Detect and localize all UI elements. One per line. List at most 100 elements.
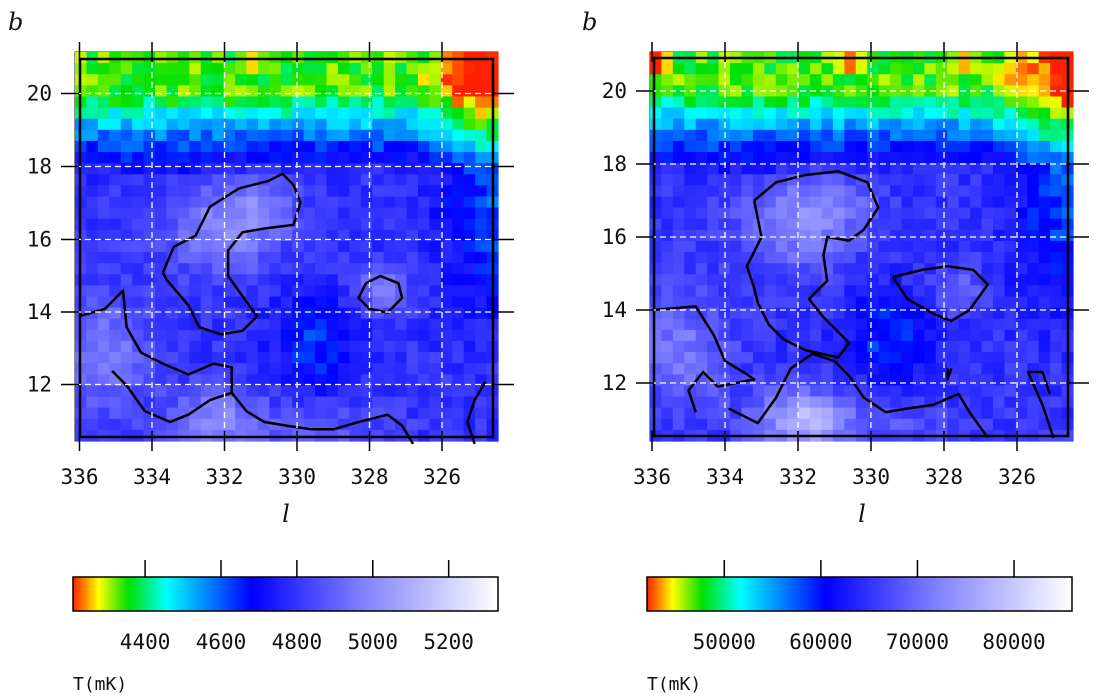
map-cell: [303, 407, 316, 420]
map-cell: [775, 285, 788, 298]
map-cell: [901, 185, 914, 198]
map-cell: [855, 129, 868, 142]
map-cell: [155, 363, 168, 375]
map-cell: [223, 174, 236, 186]
map-cell: [924, 352, 937, 364]
map-cell: [349, 352, 362, 364]
map-cell: [246, 263, 259, 275]
map-cell: [303, 307, 316, 320]
map-cell: [132, 385, 145, 398]
map-cell: [360, 407, 373, 420]
map-cell: [1038, 263, 1051, 275]
temperature-map: [649, 51, 1074, 442]
map-cell: [235, 118, 248, 131]
map-cell: [166, 207, 179, 220]
map-cell: [707, 374, 720, 387]
map-cell: [810, 396, 823, 409]
y-tick-label: 14: [602, 298, 627, 322]
map-cell: [86, 418, 99, 431]
map-cell: [1038, 307, 1051, 320]
map-cell: [1027, 252, 1040, 264]
map-cell: [684, 74, 697, 86]
map-cell: [120, 396, 133, 409]
map-cell: [981, 107, 994, 120]
map-cell: [269, 240, 282, 253]
map-cell: [890, 263, 903, 275]
map-cell: [832, 385, 845, 398]
map-cell: [1027, 96, 1040, 109]
map-cell: [200, 63, 213, 75]
map-cell: [1015, 174, 1028, 186]
map-cell: [821, 152, 834, 164]
map-cell: [212, 63, 225, 75]
map-cell: [177, 140, 190, 153]
map-cell: [821, 185, 834, 198]
map-cell: [707, 407, 720, 420]
map-cell: [867, 240, 880, 253]
map-cell: [143, 207, 156, 220]
map-cell: [257, 196, 270, 209]
map-cell: [947, 418, 960, 431]
map-cell: [280, 374, 293, 387]
map-cell: [475, 374, 488, 387]
map-cell: [695, 107, 708, 120]
map-cell: [143, 140, 156, 153]
map-cell: [1015, 118, 1028, 131]
map-cell: [360, 329, 373, 342]
map-cell: [349, 296, 362, 309]
map-cell: [463, 352, 476, 364]
map-cell: [730, 240, 743, 253]
map-cell: [292, 385, 305, 398]
map-cell: [337, 263, 350, 275]
map-cell: [177, 252, 190, 264]
map-cell: [452, 218, 465, 231]
map-cell: [707, 174, 720, 186]
map-cell: [684, 385, 697, 398]
map-cell: [372, 240, 385, 253]
map-cell: [1004, 196, 1017, 209]
map-cell: [235, 329, 248, 342]
map-cell: [741, 218, 754, 231]
map-cell: [1004, 174, 1017, 186]
map-cell: [452, 85, 465, 98]
map-cell: [661, 329, 674, 342]
map-cell: [867, 152, 880, 164]
map-cell: [992, 352, 1005, 364]
map-cell: [890, 418, 903, 431]
map-cell: [947, 385, 960, 398]
map-cell: [981, 140, 994, 153]
map-cell: [695, 229, 708, 242]
map-cell: [798, 152, 811, 164]
map-cell: [383, 285, 396, 298]
map-cell: [764, 207, 777, 220]
map-cell: [1038, 285, 1051, 298]
map-cell: [912, 363, 925, 375]
map-cell: [890, 74, 903, 86]
map-cell: [440, 352, 453, 364]
map-cell: [661, 318, 674, 331]
map-cell: [372, 185, 385, 198]
map-cell: [707, 318, 720, 331]
map-cell: [981, 240, 994, 253]
y-tick-label: 16: [602, 225, 627, 249]
map-cell: [970, 352, 983, 364]
map-cell: [867, 363, 880, 375]
map-cell: [97, 185, 110, 198]
map-cell: [764, 418, 777, 431]
map-cell: [200, 218, 213, 231]
y-tick-label: 14: [27, 300, 52, 324]
map-cell: [970, 74, 983, 86]
map-cell: [280, 129, 293, 142]
map-cell: [1027, 318, 1040, 331]
colorbar-tick-label: 60000: [789, 630, 852, 654]
map-cell: [395, 240, 408, 253]
map-cell: [981, 396, 994, 409]
map-cell: [695, 152, 708, 164]
map-cell: [97, 352, 110, 364]
map-cell: [832, 218, 845, 231]
map-cell: [730, 329, 743, 342]
map-cell: [292, 152, 305, 164]
map-cell: [981, 274, 994, 286]
map-cell: [383, 329, 396, 342]
map-cell: [970, 385, 983, 398]
